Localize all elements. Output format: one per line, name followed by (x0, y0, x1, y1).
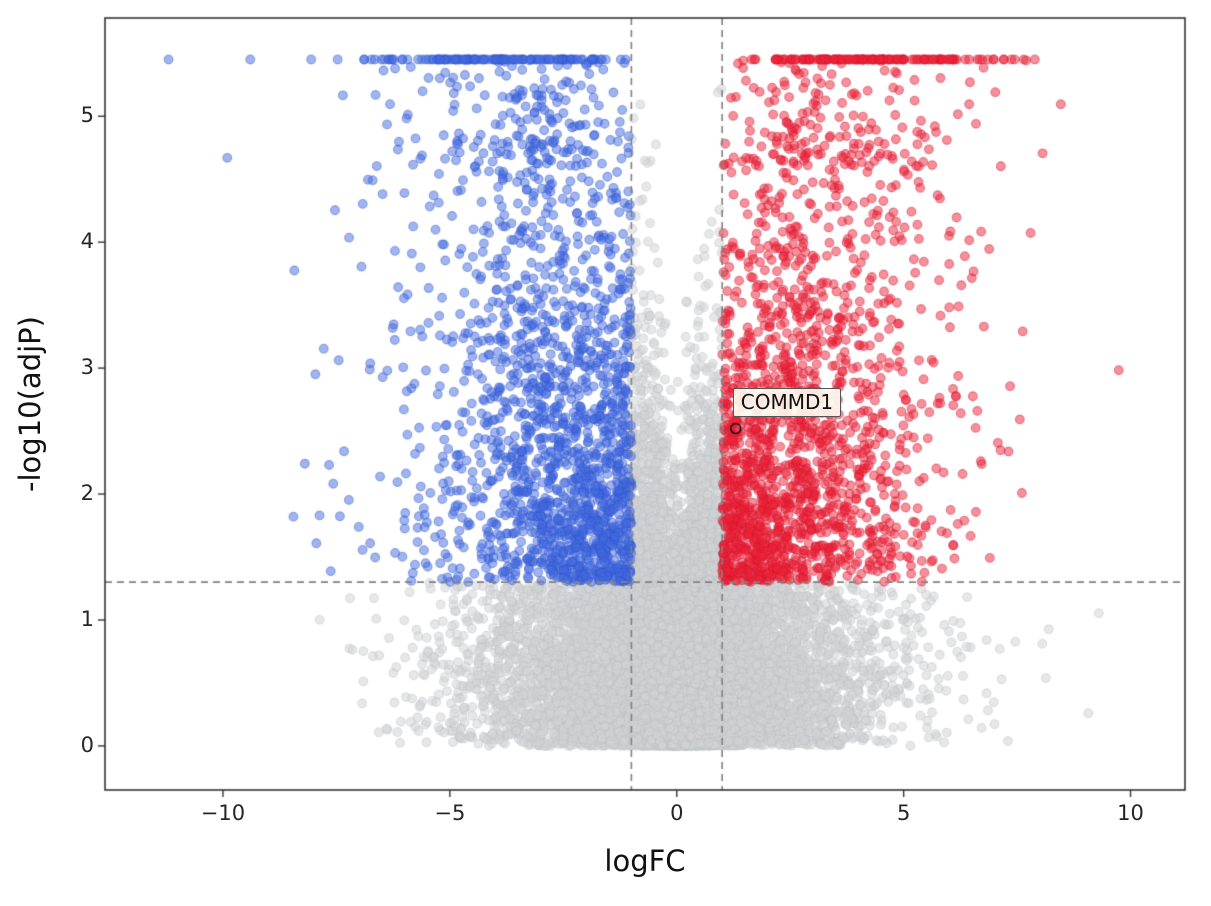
x-tick-label: 10 (1117, 801, 1144, 825)
y-tick-label: 0 (80, 732, 94, 757)
x-tick-label: −10 (200, 801, 246, 825)
x-tick-label: 5 (896, 801, 911, 825)
x-tick-label: −5 (434, 801, 466, 825)
y-tick-label: 1 (80, 606, 94, 631)
y-tick-label: 3 (80, 355, 94, 380)
y-tick-label: 2 (80, 481, 94, 506)
x-tick-label: 0 (670, 801, 684, 825)
y-axis-label: -log10(adjP) (13, 316, 47, 492)
gene-annotation-label: COMMD1 (732, 387, 842, 417)
y-tick-label: 5 (80, 103, 94, 128)
x-axis-label: logFC (604, 844, 686, 878)
y-tick-label: 4 (80, 229, 94, 254)
